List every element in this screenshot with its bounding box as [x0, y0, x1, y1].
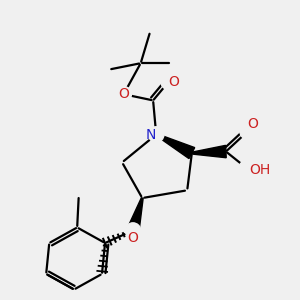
Polygon shape	[127, 198, 143, 232]
Circle shape	[116, 86, 131, 102]
Circle shape	[161, 74, 176, 90]
Text: O: O	[248, 117, 259, 131]
Text: O: O	[169, 75, 179, 89]
Polygon shape	[156, 134, 195, 159]
Text: N: N	[146, 128, 156, 142]
Circle shape	[238, 159, 260, 181]
Circle shape	[240, 124, 255, 139]
Polygon shape	[192, 146, 226, 158]
Text: O: O	[128, 231, 138, 244]
Circle shape	[125, 223, 141, 238]
Text: O: O	[118, 87, 129, 101]
Circle shape	[148, 127, 164, 142]
Text: OH: OH	[249, 163, 270, 177]
